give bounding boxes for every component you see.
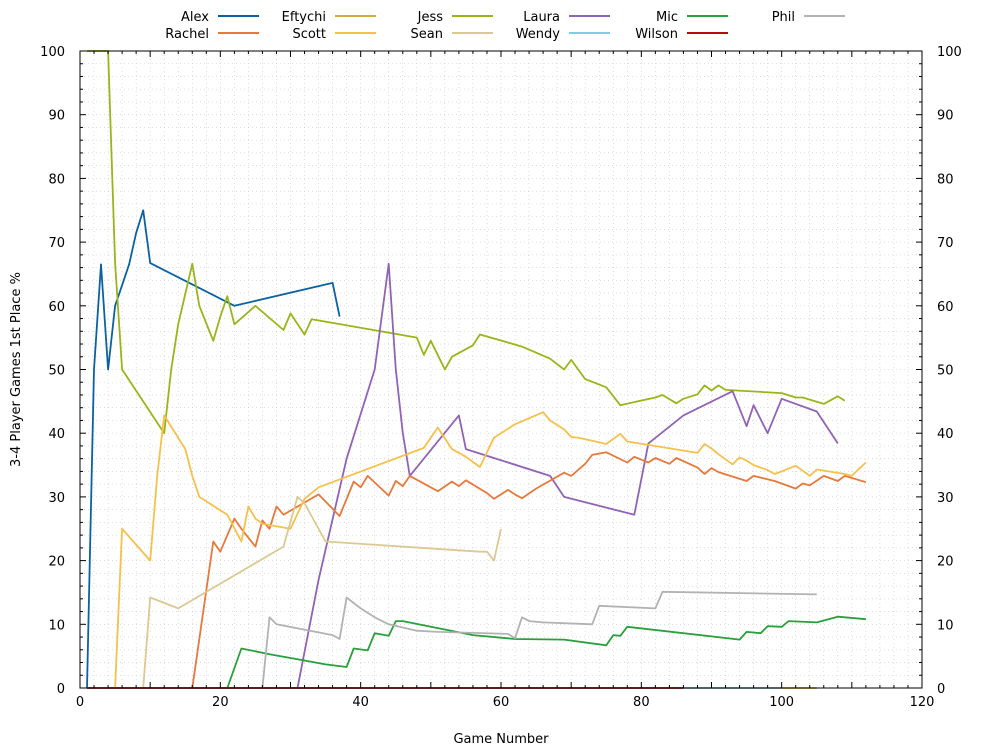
y-tick-label-right: 10 (937, 618, 954, 633)
legend-label-laura: Laura (523, 10, 560, 25)
legend-label-mic: Mic (656, 10, 678, 25)
legend-label-jess: Jess (417, 10, 444, 25)
series-line-laura (296, 262, 839, 689)
y-tick-label-left: 70 (48, 236, 65, 251)
x-tick-label: 0 (76, 695, 84, 710)
legend-label-eftychi: Eftychi (282, 10, 326, 25)
y-tick-label-left: 60 (48, 300, 65, 315)
y-tick-label-left: 0 (57, 682, 65, 697)
series-line-sean (142, 495, 502, 689)
x-tick-label: 40 (352, 695, 369, 710)
legend-label-alex: Alex (181, 10, 209, 25)
legend-label-scott: Scott (292, 27, 326, 42)
series-line-alex (86, 209, 341, 689)
x-tick-label: 60 (493, 695, 510, 710)
y-tick-label-left: 100 (40, 45, 65, 60)
y-tick-label-right: 20 (937, 555, 954, 570)
legend-label-wilson: Wilson (635, 27, 678, 42)
series-line-scott (114, 411, 867, 689)
series-line-phil (261, 590, 817, 689)
legend-label-phil: Phil (772, 10, 795, 25)
y-tick-label-left: 40 (48, 427, 65, 442)
y-tick-label-right: 100 (937, 45, 962, 60)
y-tick-label-right: 90 (937, 109, 954, 124)
series-line-jess (87, 50, 846, 435)
y-tick-label-left: 10 (48, 618, 65, 633)
y-tick-label-right: 60 (937, 300, 954, 315)
y-tick-label-left: 90 (48, 109, 65, 124)
x-tick-label: 120 (910, 695, 935, 710)
legend-label-wendy: Wendy (516, 27, 561, 42)
x-tick-label: 20 (212, 695, 229, 710)
y-tick-label-left: 50 (48, 364, 65, 379)
series-line-mic (226, 615, 866, 689)
x-tick-label: 80 (633, 695, 650, 710)
y-tick-label-right: 0 (937, 682, 945, 697)
y-tick-label-right: 40 (937, 427, 954, 442)
y-axis-title: 3-4 Player Games 1st Place % (9, 272, 24, 467)
y-tick-label-left: 30 (48, 491, 65, 506)
y-tick-label-left: 80 (48, 172, 65, 187)
series-line-rachel (191, 451, 867, 689)
y-tick-label-left: 20 (48, 555, 65, 570)
grid (80, 51, 922, 688)
legend-label-sean: Sean (411, 27, 443, 42)
x-axis-title: Game Number (453, 732, 549, 747)
y-tick-label-right: 50 (937, 364, 954, 379)
y-tick-label-right: 70 (937, 236, 954, 251)
legend-label-rachel: Rachel (165, 27, 209, 42)
y-tick-label-right: 30 (937, 491, 954, 506)
x-tick-label: 100 (769, 695, 794, 710)
y-tick-label-right: 80 (937, 172, 954, 187)
legend: Alex Eftychi Jess Laura Mic Phil Rachel Scott Se… (165, 10, 845, 42)
